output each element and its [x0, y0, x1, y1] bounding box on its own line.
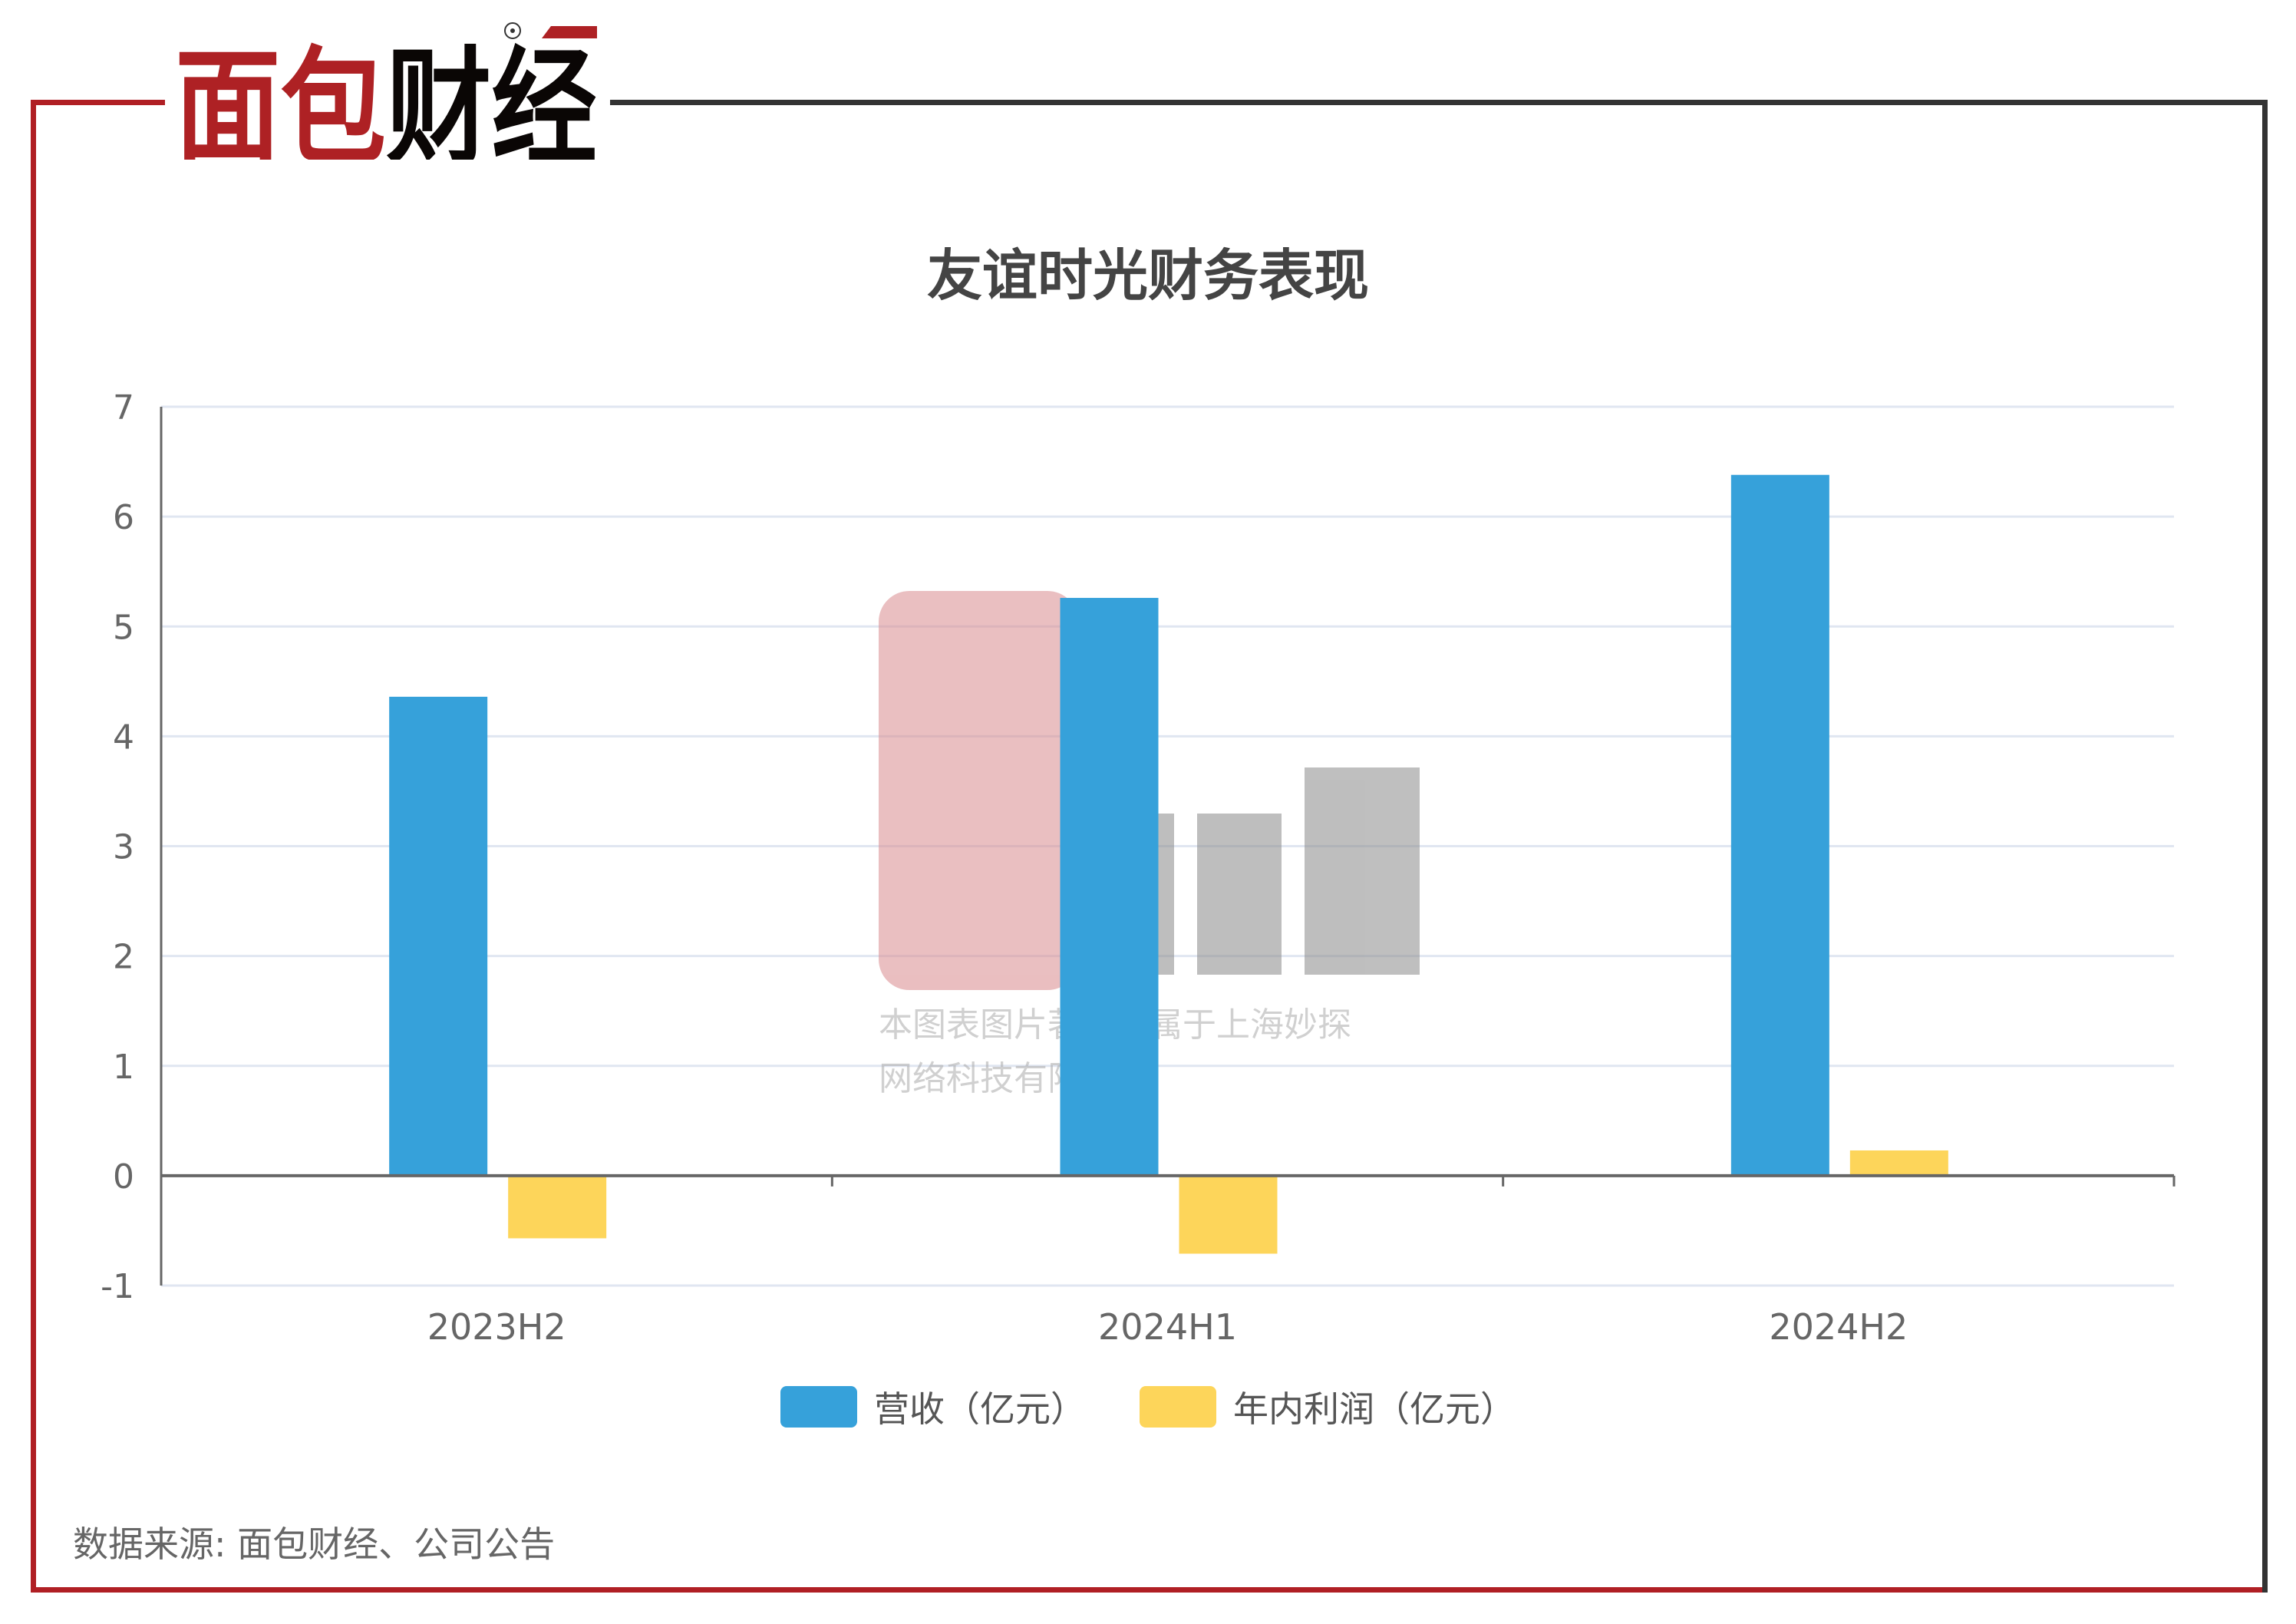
legend-item-revenue[interactable]: 营收（亿元）: [780, 1381, 1086, 1432]
legend-swatch-revenue: [780, 1386, 857, 1428]
y-tick-label: 4: [113, 718, 134, 757]
legend-item-profit[interactable]: 年内利润（亿元）: [1140, 1381, 1516, 1432]
frame-top-right: [610, 100, 2268, 105]
x-tick-label: 2024H1: [1098, 1306, 1237, 1348]
y-tick-label: 3: [113, 828, 134, 867]
frame-top-left: [31, 100, 165, 105]
y-tick-label: 1: [113, 1048, 134, 1087]
y-tick-label: 0: [113, 1157, 134, 1197]
y-tick-label: 5: [113, 608, 134, 647]
y-tick-label: 6: [113, 498, 134, 537]
y-tick-label: -1: [101, 1267, 134, 1306]
legend-swatch-profit: [1140, 1386, 1216, 1428]
legend-label-revenue: 营收（亿元）: [874, 1388, 1086, 1430]
legend: 营收（亿元） 年内利润（亿元）: [0, 1381, 2296, 1432]
bar-revenue-2024H2[interactable]: [1730, 474, 1829, 1176]
bar-profit-2024H1[interactable]: [1179, 1175, 1278, 1254]
bar-chart: 本图表图片著作权属于上海妙探 网络科技有限公司 -1012345672023H2…: [101, 388, 2176, 1348]
x-tick-label: 2023H2: [427, 1306, 566, 1348]
chart-title: 友谊时光财务表现: [926, 243, 1369, 308]
legend-label-profit: 年内利润（亿元）: [1233, 1388, 1516, 1430]
bar-profit-2024H2[interactable]: [1849, 1150, 1948, 1176]
source-note: 数据来源: 面包财经、公司公告: [73, 1523, 556, 1565]
y-tick-label: 2: [113, 938, 134, 977]
frame-left: [31, 100, 36, 1593]
bar-profit-2023H2[interactable]: [508, 1175, 607, 1239]
x-tick-label: 2024H2: [1769, 1306, 1908, 1348]
bar-revenue-2024H1[interactable]: [1060, 598, 1159, 1176]
y-tick-label: 7: [113, 388, 134, 427]
frame-bottom: [31, 1587, 2268, 1593]
brand-logo: 面包财经: [175, 22, 597, 160]
svg-text:面包财经: 面包财经: [175, 35, 597, 160]
frame-right: [2262, 100, 2268, 1593]
bar-revenue-2023H2[interactable]: [389, 696, 488, 1176]
